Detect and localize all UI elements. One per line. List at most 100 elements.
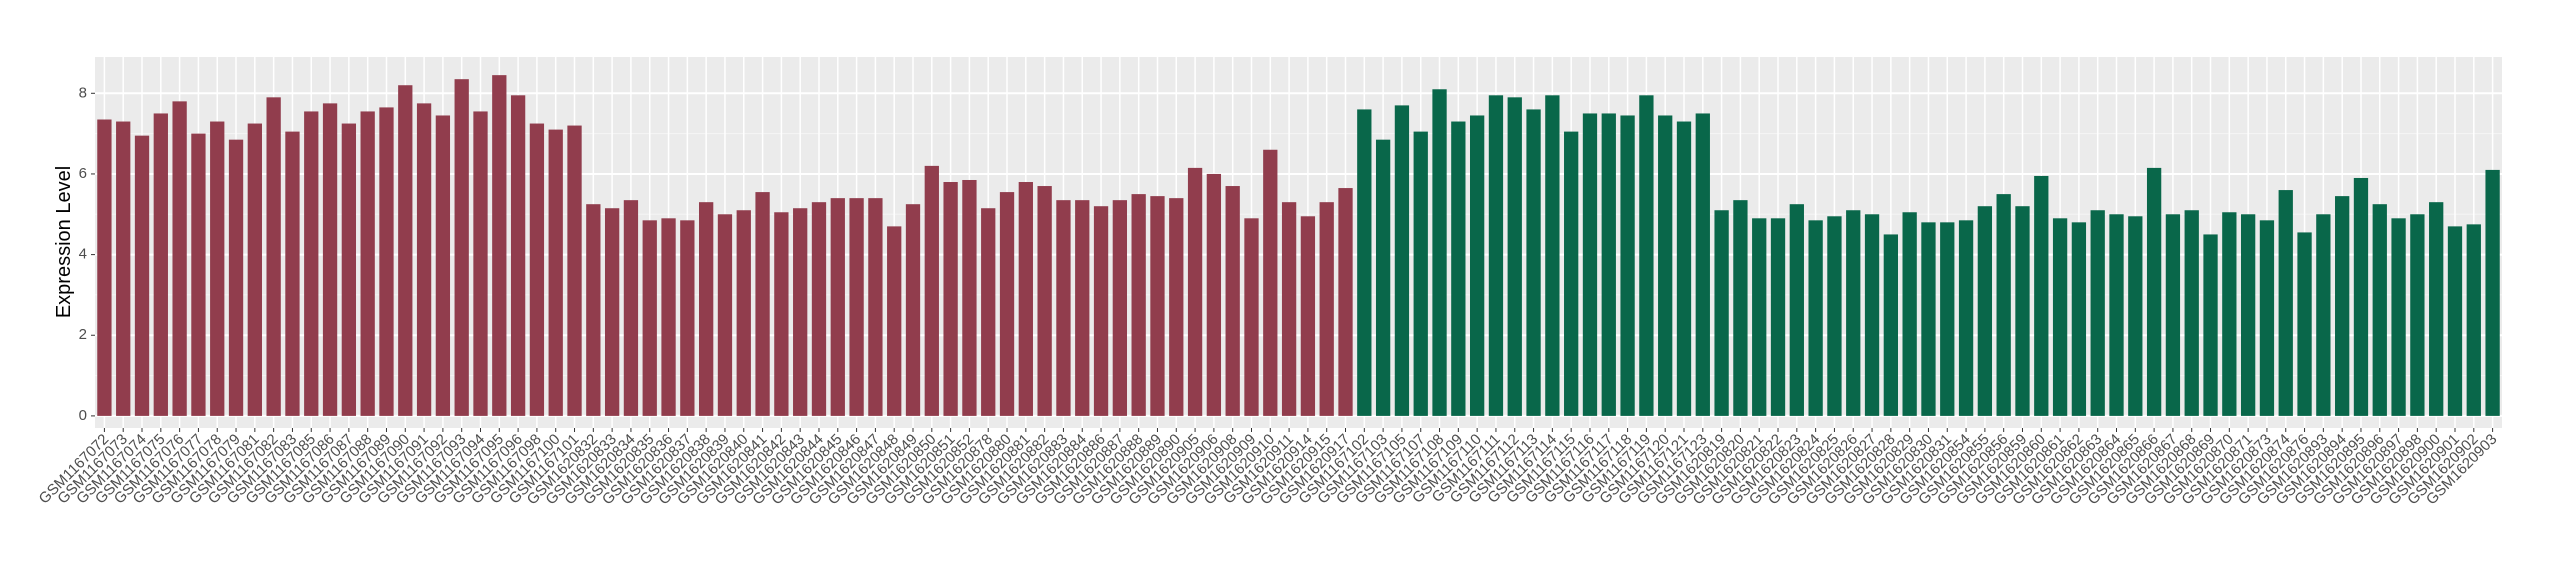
bar xyxy=(1131,194,1146,416)
bar xyxy=(1770,218,1786,416)
bar xyxy=(2128,216,2143,416)
bar xyxy=(341,123,357,416)
bar xyxy=(435,115,451,416)
bar xyxy=(1413,131,1428,416)
bar xyxy=(1056,200,1071,416)
bar xyxy=(1432,89,1447,416)
bar xyxy=(1338,188,1353,416)
bar xyxy=(1244,218,1259,416)
bar xyxy=(2353,177,2369,416)
bar xyxy=(1375,139,1391,416)
bar xyxy=(2165,214,2181,416)
bar xyxy=(191,133,206,416)
bar xyxy=(1752,218,1767,416)
bar xyxy=(1733,200,1748,416)
bar xyxy=(1093,206,1109,416)
bar xyxy=(510,95,526,416)
bar xyxy=(1319,202,1334,416)
y-tick-label: 6 xyxy=(79,165,87,182)
bar xyxy=(360,111,375,416)
bar xyxy=(1469,115,1485,416)
bar xyxy=(1564,131,1579,416)
bar xyxy=(1300,216,1316,416)
bar xyxy=(642,220,657,416)
bar xyxy=(811,202,827,416)
bar xyxy=(604,208,620,416)
bar xyxy=(2146,167,2162,416)
bar xyxy=(793,208,808,416)
bar xyxy=(529,123,545,416)
y-tick-label: 4 xyxy=(79,246,87,263)
bar xyxy=(1018,182,1033,416)
bar xyxy=(1695,113,1710,416)
bar xyxy=(1075,200,1090,416)
bar xyxy=(379,107,394,416)
bar xyxy=(2410,214,2425,416)
bar xyxy=(2259,220,2275,416)
bar xyxy=(774,212,789,416)
bar xyxy=(1940,222,1955,416)
bar xyxy=(416,103,432,416)
bar xyxy=(661,218,676,416)
bar xyxy=(2466,224,2481,416)
bar xyxy=(172,101,187,416)
bar xyxy=(1037,186,1052,416)
bar xyxy=(849,198,864,416)
bar xyxy=(623,200,639,416)
bar xyxy=(2316,214,2331,416)
bar xyxy=(266,97,281,416)
bar xyxy=(1977,206,1993,416)
bar xyxy=(247,123,262,416)
bar xyxy=(943,182,958,416)
bar xyxy=(2109,214,2124,416)
bar xyxy=(1864,214,1880,416)
bar xyxy=(322,103,338,416)
bar xyxy=(1451,121,1466,416)
bar xyxy=(736,210,751,416)
bar xyxy=(153,113,168,416)
bar xyxy=(1357,109,1372,416)
bar xyxy=(2447,226,2463,416)
bar xyxy=(1714,210,1729,416)
bar xyxy=(2052,218,2068,416)
bar xyxy=(228,139,244,416)
bar xyxy=(2372,204,2387,416)
bar xyxy=(473,111,488,416)
bar xyxy=(830,198,845,416)
bar xyxy=(454,79,469,416)
bar xyxy=(1902,212,1917,416)
bar xyxy=(1658,115,1673,416)
bar xyxy=(586,204,601,416)
bar xyxy=(1676,121,1692,416)
y-tick-label: 0 xyxy=(79,407,87,424)
bar xyxy=(1996,194,2011,416)
bar xyxy=(1394,105,1410,416)
bar xyxy=(2335,196,2350,416)
y-axis-label: Expression Level xyxy=(53,166,75,318)
bar xyxy=(97,119,112,416)
bar xyxy=(1187,167,1203,416)
bar xyxy=(1639,95,1654,416)
bar xyxy=(2090,210,2105,416)
bar xyxy=(116,121,131,416)
bar xyxy=(2222,212,2237,416)
bar xyxy=(2240,214,2256,416)
bar xyxy=(999,192,1015,416)
bar xyxy=(210,121,225,416)
bar xyxy=(2485,169,2500,416)
bar xyxy=(2429,202,2444,416)
bar xyxy=(2184,210,2199,416)
bar xyxy=(1846,210,1861,416)
bar xyxy=(680,220,695,416)
bar xyxy=(492,75,507,416)
bar xyxy=(2391,218,2406,416)
bar xyxy=(304,111,319,416)
bar xyxy=(1601,113,1616,416)
bar xyxy=(887,226,902,416)
y-tick-label: 2 xyxy=(79,326,87,343)
bar xyxy=(1921,222,1936,416)
bar xyxy=(755,192,770,416)
bar xyxy=(905,204,921,416)
bar xyxy=(1150,196,1165,416)
